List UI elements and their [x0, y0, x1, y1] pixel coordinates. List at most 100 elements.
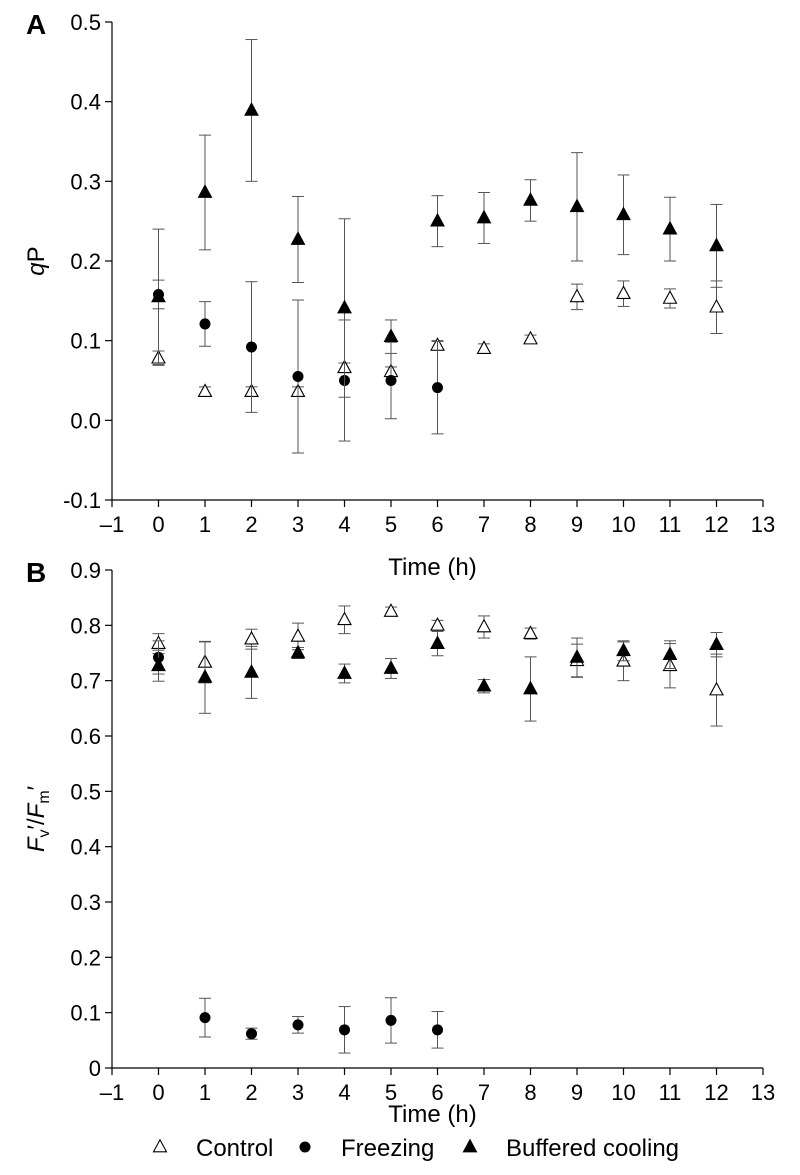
data-point	[246, 341, 257, 353]
legend-marker	[299, 1141, 311, 1153]
data-point	[709, 681, 724, 696]
data-point	[337, 299, 352, 314]
x-tick-label: 6	[431, 1080, 443, 1105]
y-tick-label: 0.9	[70, 558, 101, 583]
y-tick-label: 0.1	[70, 329, 101, 354]
data-point	[385, 1014, 397, 1026]
data-point	[569, 198, 585, 213]
data-point	[430, 212, 445, 227]
y-tick-label: 0.0	[70, 408, 101, 433]
x-axis-title: Time (h)	[388, 1101, 476, 1128]
y-tick-label: 0.3	[70, 890, 101, 915]
data-point	[290, 628, 306, 642]
data-point	[476, 677, 492, 692]
legend-marker	[462, 1138, 478, 1153]
legend-item: Buffered cooling	[462, 1135, 679, 1162]
x-tick-label: 13	[751, 1080, 775, 1105]
y-tick-label: 0.4	[70, 90, 101, 115]
series-control	[151, 603, 724, 727]
y-tick-label: 0.8	[70, 613, 101, 638]
y-tick-label: 0	[89, 1056, 101, 1081]
data-point	[244, 630, 259, 645]
y-tick-label: -0.1	[63, 488, 101, 513]
x-tick-label: 12	[704, 1080, 728, 1105]
y-tick-label: 0.3	[70, 169, 101, 194]
x-tick-label: 7	[478, 512, 490, 537]
x-tick-label: 8	[524, 512, 536, 537]
data-point	[616, 285, 631, 300]
data-point	[523, 192, 538, 206]
data-point	[662, 646, 678, 661]
x-tick-label: –1	[100, 1080, 124, 1105]
data-point	[476, 340, 492, 354]
data-point	[197, 383, 213, 398]
x-tick-label: 1	[199, 512, 211, 537]
data-point	[383, 603, 399, 617]
x-tick-label: 8	[524, 1080, 536, 1105]
panel-b-chart: B00.10.20.30.40.50.60.70.80.9–1 0 1 2 3 4 5 6 7 8…	[23, 557, 775, 1128]
x-tick-label: 9	[571, 1080, 583, 1105]
data-point	[430, 616, 445, 631]
data-point	[199, 1012, 211, 1024]
data-point	[662, 220, 678, 235]
data-point	[151, 657, 166, 672]
x-tick-label: 5	[385, 1080, 397, 1105]
x-tick-label: 3	[292, 512, 304, 537]
x-tick-label: 13	[751, 512, 775, 537]
y-tick-label: 0.4	[70, 835, 101, 860]
y-tick-label: 0.7	[70, 669, 101, 694]
x-tick-label: 0	[152, 512, 164, 537]
data-point	[383, 660, 399, 674]
x-tick-label: 5	[385, 512, 397, 537]
panel-label: A	[26, 9, 46, 40]
data-point	[569, 288, 585, 303]
data-point	[476, 618, 492, 633]
y-tick-label: 0.2	[70, 945, 101, 970]
x-tick-label: 10	[611, 512, 635, 537]
x-tick-label: 4	[338, 1080, 350, 1105]
data-point	[569, 649, 585, 663]
y-tick-label: 0.2	[70, 249, 101, 274]
data-point	[662, 290, 678, 304]
data-point	[616, 206, 631, 221]
x-tick-label: 6	[431, 512, 443, 537]
x-tick-label: 11	[659, 1080, 682, 1105]
data-point	[709, 237, 724, 252]
panel-a-chart: A-0.10.00.10.20.30.40.5–1 0 1 2 3 4 5 6 7 8 9 10 11 1…	[23, 9, 775, 581]
x-axis-title: Time (h)	[388, 554, 476, 581]
data-point	[337, 611, 352, 626]
y-tick-label: 0.5	[70, 10, 101, 35]
x-tick-label: 1	[199, 1080, 211, 1105]
legend-label: Buffered cooling	[506, 1135, 679, 1162]
y-tick-label: 0.5	[70, 779, 101, 804]
data-point	[476, 209, 492, 224]
data-point	[432, 1024, 443, 1036]
legend-label: Control	[196, 1135, 273, 1162]
x-tick-label: 9	[571, 512, 583, 537]
data-point	[616, 642, 631, 657]
y-tick-label: 0.1	[70, 1001, 101, 1026]
y-tick-label: 0.6	[70, 724, 101, 749]
data-point	[523, 680, 538, 695]
data-point	[244, 664, 259, 678]
data-point	[339, 1024, 350, 1036]
x-tick-label: 12	[704, 512, 728, 537]
data-point	[709, 636, 724, 651]
series-control	[151, 280, 724, 398]
data-point	[246, 1028, 257, 1040]
x-tick-label: 3	[292, 1080, 304, 1105]
data-point	[292, 371, 304, 383]
data-point	[292, 1019, 304, 1031]
x-tick-label: 11	[659, 512, 682, 537]
legend: Control Freezing Buffered cooling	[152, 1135, 679, 1162]
data-point	[337, 665, 352, 679]
legend-marker	[152, 1138, 168, 1153]
data-point	[290, 231, 306, 245]
data-point	[523, 330, 538, 345]
series-buffered-cooling	[151, 39, 724, 398]
data-point	[244, 102, 259, 116]
y-axis-title: qP	[23, 246, 50, 275]
data-point	[197, 184, 213, 198]
data-point	[199, 318, 211, 330]
